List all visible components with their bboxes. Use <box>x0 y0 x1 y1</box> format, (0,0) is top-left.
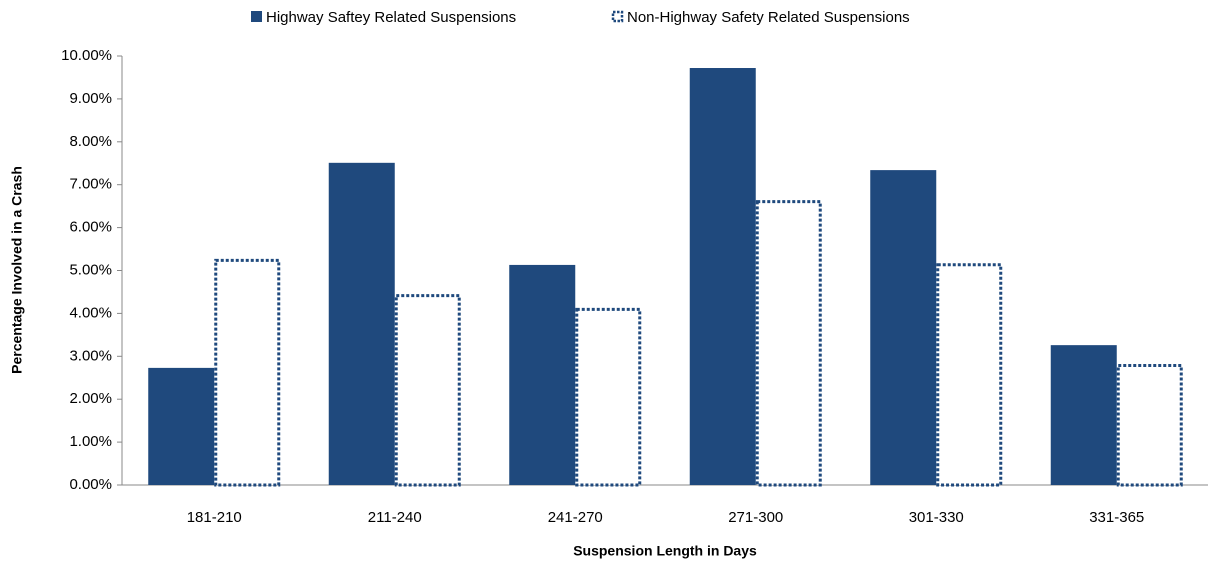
bar <box>755 200 822 487</box>
x-tick-label: 271-300 <box>728 509 783 526</box>
bar <box>1050 345 1117 485</box>
x-tick-label: 331-365 <box>1089 509 1144 526</box>
y-tick-label: 3.00% <box>69 347 112 364</box>
y-tick-label: 10.00% <box>61 47 112 64</box>
bar <box>509 264 576 485</box>
y-tick-label: 9.00% <box>69 90 112 107</box>
bar <box>148 367 215 485</box>
bar <box>870 170 937 485</box>
y-tick-label: 8.00% <box>69 133 112 150</box>
y-tick-label: 6.00% <box>69 219 112 236</box>
bar <box>1116 364 1183 487</box>
legend-label: Highway Saftey Related Suspensions <box>266 9 516 26</box>
bar <box>689 68 756 486</box>
bar <box>328 162 395 486</box>
x-tick-label: 181-210 <box>187 509 242 526</box>
y-tick-label: 7.00% <box>69 176 112 193</box>
bar <box>214 258 281 487</box>
y-tick-label: 2.00% <box>69 390 112 407</box>
bar <box>575 307 642 487</box>
y-tick-label: 1.00% <box>69 433 112 450</box>
legend-label: Non-Highway Safety Related Suspensions <box>627 9 910 26</box>
y-tick-label: 4.00% <box>69 304 112 321</box>
y-axis-title: Percentage Involved in a Crash <box>9 166 25 374</box>
x-tick-label: 241-270 <box>548 509 603 526</box>
bar <box>394 294 461 487</box>
x-tick-label: 301-330 <box>909 509 964 526</box>
legend-swatch <box>611 10 624 23</box>
x-axis-title: Suspension Length in Days <box>573 543 757 559</box>
legend-swatch <box>251 11 262 22</box>
y-tick-label: 0.00% <box>69 476 112 493</box>
y-tick-label: 5.00% <box>69 261 112 278</box>
bar <box>936 263 1003 487</box>
x-tick-label: 211-240 <box>368 509 422 526</box>
